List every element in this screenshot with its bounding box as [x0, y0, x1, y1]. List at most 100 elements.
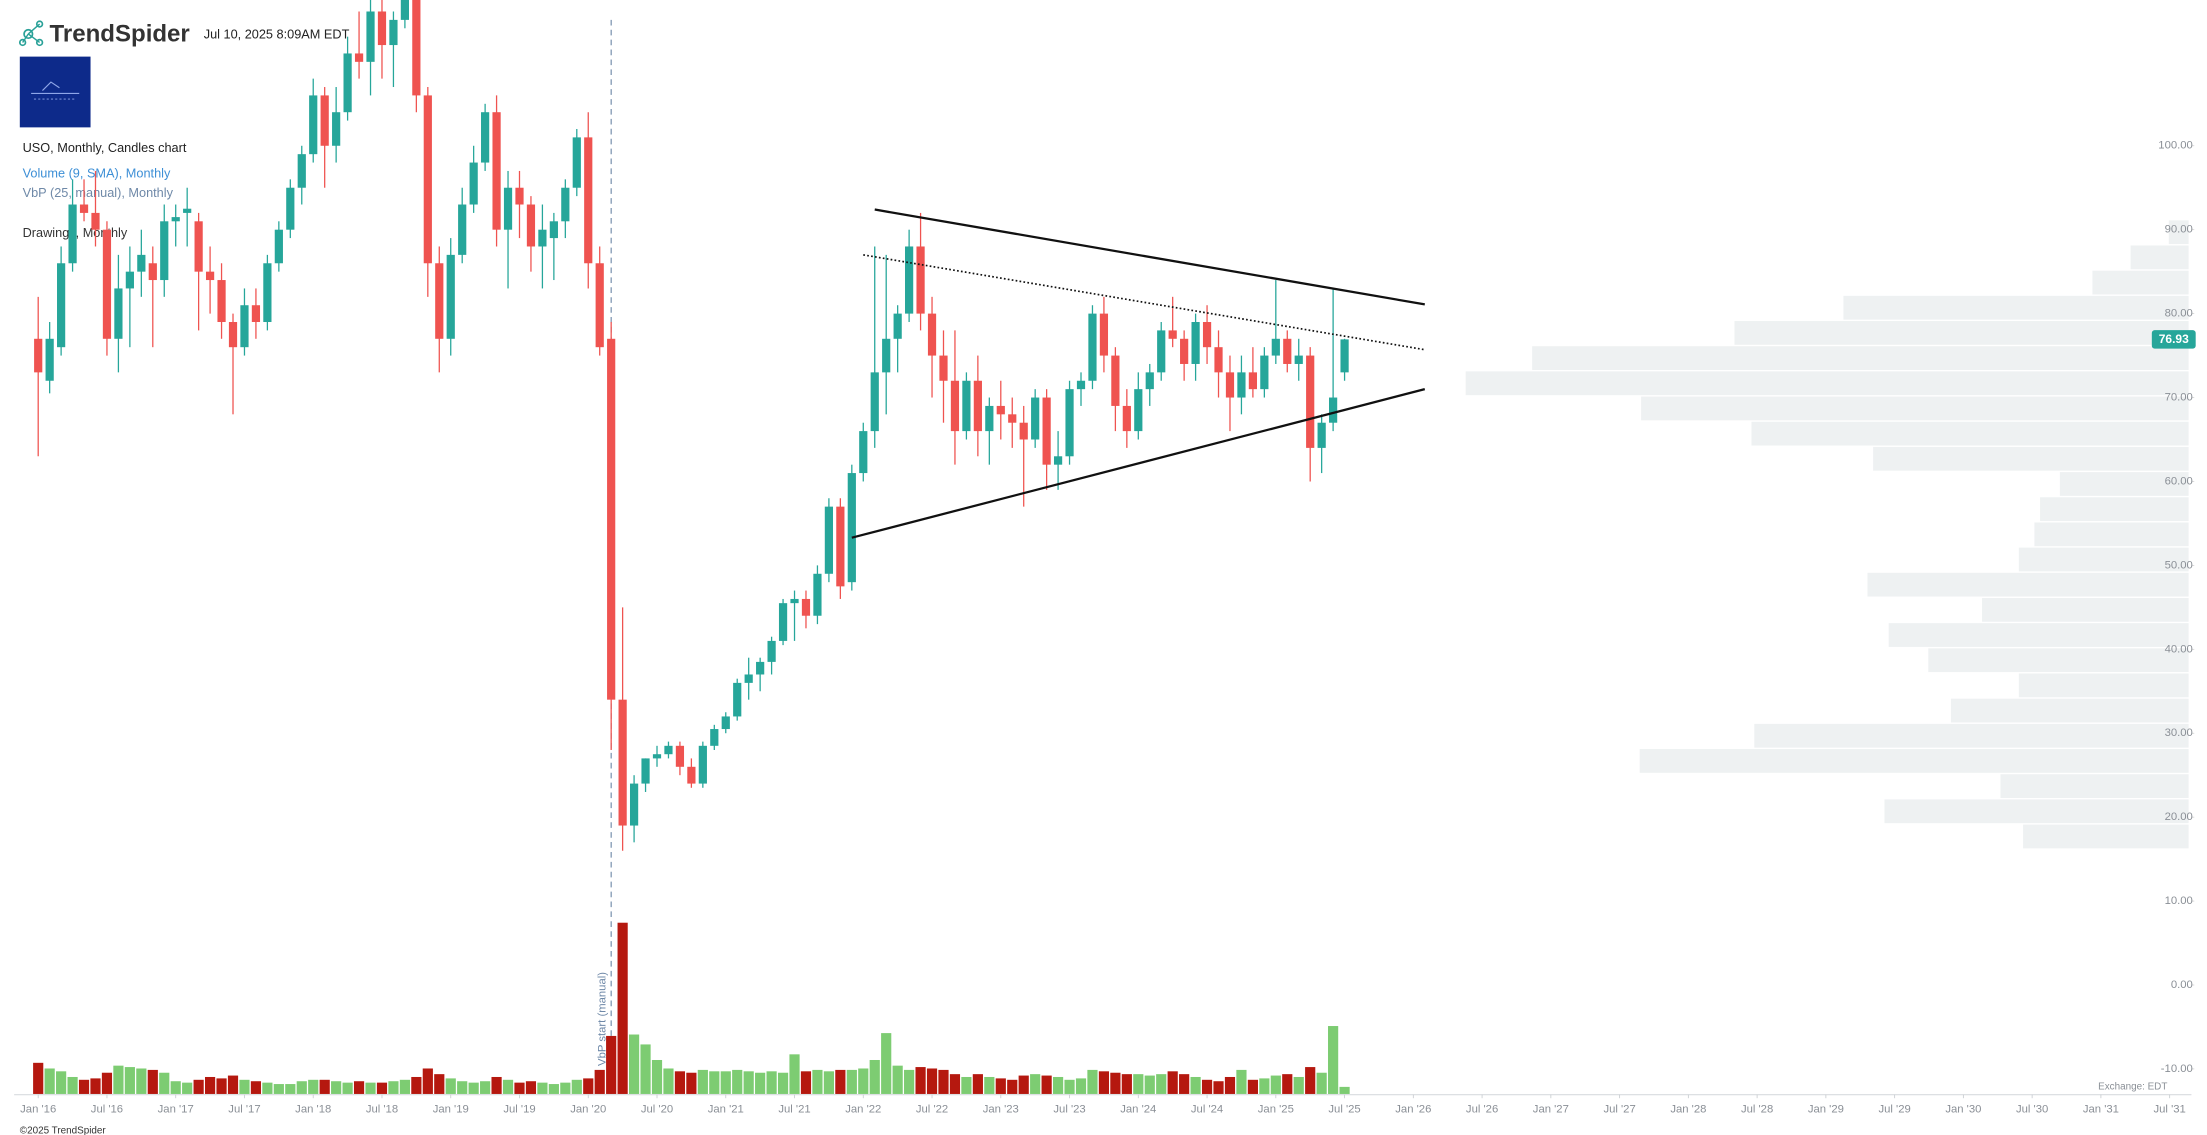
- vbp-bar: [2018, 673, 2189, 698]
- vbp-bar: [1888, 623, 2189, 647]
- volume-bar: [124, 1067, 135, 1094]
- volume-bar: [434, 1074, 445, 1094]
- volume-bar: [1121, 1074, 1132, 1094]
- copyright: ©2025 TrendSpider: [20, 1125, 107, 1135]
- x-tick-label: Jul '18: [366, 1104, 398, 1116]
- y-tick-label: -10.00: [2161, 1063, 2193, 1075]
- y-tick-label: 20.00: [2165, 811, 2193, 823]
- volume-bar: [411, 1076, 422, 1094]
- legend-entry[interactable]: Volume (9, SMA), Monthly: [23, 165, 171, 180]
- y-tick-label: 100.00: [2158, 140, 2193, 152]
- brand: TrendSpider: [50, 21, 190, 48]
- candle-body: [561, 187, 570, 222]
- x-tick-label: Jul '17: [228, 1104, 260, 1116]
- candle-body: [859, 431, 868, 474]
- volume-bar: [881, 1033, 892, 1094]
- volume-bar: [1179, 1074, 1190, 1094]
- candle-body: [824, 506, 834, 574]
- volume-bar: [502, 1079, 514, 1094]
- volume-bar: [1041, 1075, 1052, 1094]
- candle-body: [641, 758, 650, 784]
- x-tick-label: Jul '31: [2153, 1104, 2185, 1116]
- x-tick-label: Jan '17: [158, 1104, 194, 1116]
- volume-bar: [697, 1069, 708, 1094]
- candle-body: [962, 380, 971, 432]
- candle-body: [1306, 355, 1315, 448]
- candle-body: [675, 745, 685, 767]
- x-tick-label: Jul '21: [778, 1104, 810, 1116]
- volume-bar: [365, 1082, 376, 1094]
- volume-bar: [285, 1084, 296, 1094]
- x-tick-label: Jan '26: [1395, 1104, 1431, 1116]
- volume-bar: [617, 922, 628, 1094]
- candle-body: [148, 263, 157, 281]
- x-tick-label: Jan '31: [2083, 1104, 2119, 1116]
- legend-entry[interactable]: VbP (25, manual), Monthly: [23, 185, 174, 200]
- vbp-bar: [1884, 799, 2189, 824]
- trendline: [874, 208, 1425, 306]
- vbp-bar: [2130, 245, 2189, 270]
- candle-body: [458, 204, 467, 255]
- volume-bar: [972, 1074, 983, 1094]
- candle-body: [183, 208, 192, 213]
- candle-body: [733, 682, 742, 717]
- volume-bar: [1007, 1079, 1018, 1094]
- volume-bar: [1305, 1067, 1316, 1094]
- volume-bar: [227, 1075, 239, 1094]
- volume-bar: [78, 1079, 90, 1094]
- volume-bar: [571, 1079, 582, 1094]
- volume-bar: [766, 1071, 777, 1094]
- volume-bar: [961, 1076, 972, 1094]
- volume-bar: [239, 1079, 250, 1094]
- volume-bar: [892, 1065, 903, 1094]
- candle-body: [813, 573, 822, 616]
- volume-bar: [445, 1078, 456, 1094]
- volume-bar: [204, 1076, 216, 1094]
- candle-body: [1329, 397, 1338, 423]
- volume-bar: [1030, 1074, 1041, 1094]
- candle-body: [137, 254, 146, 272]
- volume-bar: [182, 1082, 193, 1094]
- candle-body: [240, 305, 249, 348]
- candle-body: [1340, 339, 1349, 373]
- candle-body: [756, 661, 765, 675]
- candle-body: [1271, 338, 1280, 356]
- volume-bar: [193, 1079, 204, 1094]
- volume-bar: [147, 1069, 158, 1094]
- volume-bar: [1224, 1076, 1236, 1094]
- y-tick-label: 50.00: [2165, 559, 2193, 571]
- candle-body: [1248, 372, 1257, 390]
- candle-body: [939, 355, 948, 381]
- candle-body: [526, 204, 536, 247]
- candle-body: [492, 112, 501, 230]
- x-tick-label: Jan '23: [983, 1104, 1019, 1116]
- volume-bar: [468, 1082, 479, 1094]
- candle-body: [515, 187, 524, 205]
- candle-body: [629, 783, 639, 826]
- volume-bar: [44, 1068, 55, 1094]
- volume-bar: [216, 1078, 227, 1094]
- volume-bar: [273, 1084, 284, 1094]
- candle-body: [1294, 355, 1303, 364]
- candle-body: [1145, 372, 1154, 390]
- candle-body: [91, 212, 100, 230]
- x-tick-label: Jul '27: [1603, 1104, 1635, 1116]
- candle-body: [1260, 355, 1269, 390]
- candle-body: [950, 380, 960, 432]
- vbp-bar: [1754, 723, 2189, 748]
- volume-bar: [1110, 1072, 1121, 1094]
- candle-body: [435, 263, 444, 339]
- candle-body: [481, 112, 490, 163]
- candle-body: [1191, 322, 1200, 364]
- candle-body: [354, 53, 364, 62]
- x-tick-label: Jan '19: [433, 1104, 469, 1116]
- volume-bar: [90, 1078, 101, 1094]
- candle-body: [377, 11, 387, 46]
- volume-bar: [388, 1081, 399, 1094]
- vbp-bar: [1867, 572, 2189, 597]
- x-tick-label: Jul '25: [1328, 1104, 1360, 1116]
- x-tick-label: Jan '28: [1670, 1104, 1706, 1116]
